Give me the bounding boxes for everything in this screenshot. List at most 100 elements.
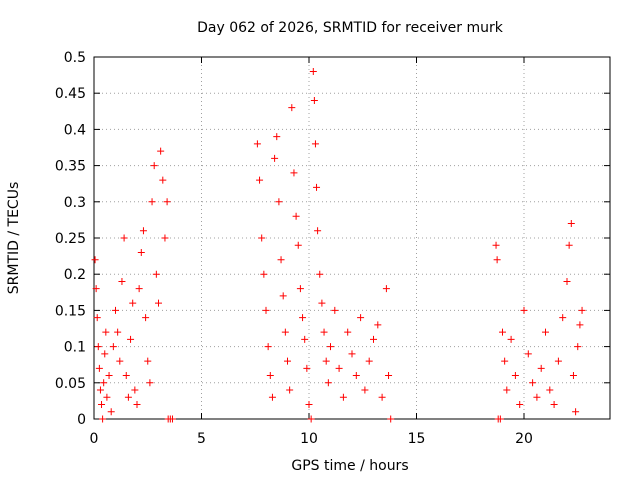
data-point (146, 379, 154, 387)
x-tick-label: 20 (515, 431, 533, 447)
data-point (299, 314, 307, 322)
x-tick-label: 0 (90, 431, 99, 447)
y-tick-label: 0.15 (55, 303, 86, 319)
data-point (569, 372, 577, 380)
data-point (578, 306, 586, 314)
data-point (281, 328, 289, 336)
data-point (352, 372, 360, 380)
data-point (273, 133, 281, 141)
data-point (511, 372, 519, 380)
data-point (382, 285, 390, 293)
y-tick-label: 0.1 (64, 340, 86, 356)
data-point (303, 364, 311, 372)
y-axis-label: SRMTID / TECUs (6, 182, 22, 295)
data-point (576, 321, 584, 329)
data-point (105, 372, 113, 380)
data-point (91, 256, 99, 264)
data-point (563, 277, 571, 285)
data-point (501, 357, 509, 365)
data-point (268, 393, 276, 401)
y-tick-label: 0.4 (64, 122, 86, 138)
data-point (95, 364, 103, 372)
data-point (322, 357, 330, 365)
y-tick-label: 0 (77, 412, 86, 428)
data-point (339, 393, 347, 401)
data-point (133, 401, 141, 409)
data-point (516, 401, 524, 409)
data-point (572, 408, 580, 416)
data-point (311, 140, 319, 148)
data-point (307, 415, 315, 423)
data-point (318, 299, 326, 307)
data-point (109, 343, 117, 351)
data-point (370, 335, 377, 343)
data-points (91, 67, 586, 423)
data-point (144, 357, 152, 365)
data-point (335, 364, 343, 372)
data-point (262, 306, 270, 314)
data-point (554, 357, 562, 365)
data-point (114, 328, 122, 336)
data-point (378, 393, 386, 401)
data-point (120, 234, 128, 242)
data-point (331, 306, 339, 314)
x-tick-label: 10 (300, 431, 318, 447)
data-point (103, 393, 111, 401)
data-point (264, 343, 272, 351)
data-point (288, 104, 296, 112)
data-point (503, 386, 511, 394)
chart-grid (94, 57, 610, 419)
data-point (118, 277, 126, 285)
data-point (168, 415, 176, 423)
data-point (135, 285, 143, 293)
y-tick-label: 0.5 (64, 50, 86, 66)
data-point (567, 220, 575, 228)
data-point (542, 328, 549, 336)
data-point (344, 328, 352, 336)
data-point (260, 270, 268, 278)
data-point (286, 386, 294, 394)
data-point (365, 357, 373, 365)
data-point (493, 256, 501, 264)
data-point (148, 198, 156, 206)
data-point (305, 401, 313, 409)
data-point (258, 234, 266, 242)
data-point (122, 372, 130, 380)
data-point (93, 314, 101, 322)
data-point (309, 67, 317, 75)
data-point (357, 314, 365, 322)
data-point (324, 379, 332, 387)
data-point (131, 386, 139, 394)
data-point (279, 292, 287, 300)
axis-ticks: 0 0.05 0.1 0.15 0.2 0.25 0.3 0.35 0.4 0.45 0.5 0 5 10… (55, 50, 610, 447)
data-point (296, 285, 304, 293)
data-point (150, 162, 158, 170)
data-point (129, 299, 137, 307)
data-point (550, 401, 558, 409)
data-point (124, 393, 132, 401)
x-tick-label: 5 (197, 431, 206, 447)
data-point (313, 183, 321, 191)
data-point (374, 321, 382, 329)
data-point (320, 328, 328, 336)
data-point (161, 234, 169, 242)
data-point (159, 176, 167, 184)
data-point (290, 169, 298, 177)
data-point (537, 364, 545, 372)
data-point (496, 415, 504, 423)
data-point (284, 357, 291, 365)
data-point (256, 176, 264, 184)
data-point (152, 270, 160, 278)
plot-frame (93, 56, 611, 420)
data-point (139, 227, 147, 235)
data-point (524, 350, 532, 358)
data-point (266, 372, 274, 380)
data-point (112, 306, 119, 314)
y-tick-label: 0.25 (55, 231, 86, 247)
data-point (529, 379, 537, 387)
data-point (101, 350, 109, 358)
data-point (316, 270, 324, 278)
data-point (301, 335, 309, 343)
data-point (107, 408, 115, 416)
